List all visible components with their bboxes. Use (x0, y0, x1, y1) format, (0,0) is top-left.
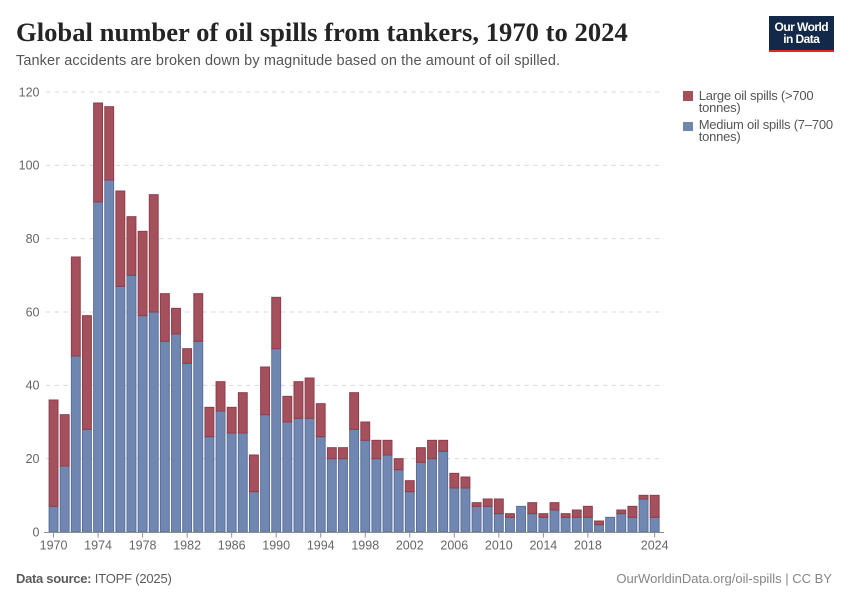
svg-text:20: 20 (26, 452, 40, 466)
svg-text:1990: 1990 (262, 539, 290, 553)
svg-text:0: 0 (33, 525, 40, 539)
svg-text:2018: 2018 (574, 539, 602, 553)
svg-text:2024: 2024 (641, 539, 669, 553)
svg-text:1974: 1974 (84, 539, 112, 553)
svg-text:80: 80 (26, 232, 40, 246)
svg-text:1978: 1978 (129, 539, 157, 553)
svg-text:2002: 2002 (396, 539, 424, 553)
svg-text:1970: 1970 (40, 539, 68, 553)
svg-text:1982: 1982 (173, 539, 201, 553)
svg-text:120: 120 (19, 85, 40, 99)
svg-text:100: 100 (19, 159, 40, 173)
svg-text:40: 40 (26, 379, 40, 393)
svg-text:1998: 1998 (351, 539, 379, 553)
svg-text:1994: 1994 (307, 539, 335, 553)
svg-text:60: 60 (26, 305, 40, 319)
svg-text:1986: 1986 (218, 539, 246, 553)
svg-text:2010: 2010 (485, 539, 513, 553)
svg-text:2014: 2014 (529, 539, 557, 553)
svg-text:2006: 2006 (440, 539, 468, 553)
